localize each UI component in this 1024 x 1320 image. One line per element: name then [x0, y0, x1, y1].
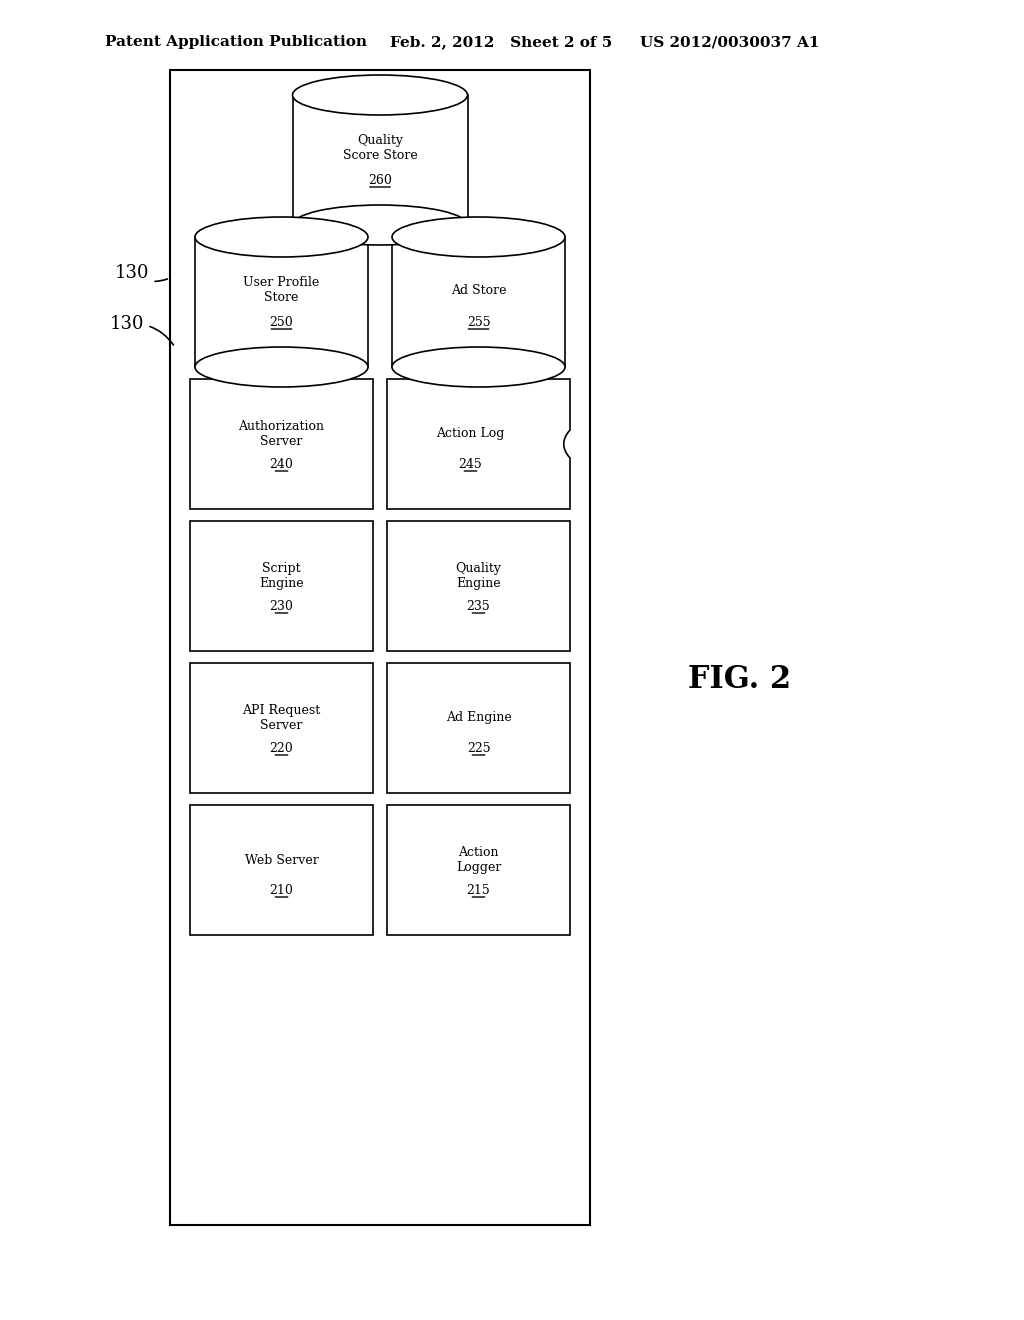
FancyBboxPatch shape [190, 379, 373, 510]
Text: 240: 240 [269, 458, 294, 470]
Text: FIG. 2: FIG. 2 [688, 664, 792, 696]
Text: 230: 230 [269, 599, 294, 612]
FancyBboxPatch shape [190, 805, 373, 935]
Text: 255: 255 [467, 315, 490, 329]
Text: Quality
Score Store: Quality Score Store [343, 135, 418, 162]
Polygon shape [392, 238, 565, 367]
Polygon shape [293, 95, 468, 224]
FancyBboxPatch shape [190, 521, 373, 651]
Text: 130: 130 [110, 315, 173, 345]
Text: Authorization
Server: Authorization Server [239, 420, 325, 447]
FancyBboxPatch shape [190, 663, 373, 793]
Polygon shape [195, 238, 368, 367]
Text: 250: 250 [269, 315, 293, 329]
Ellipse shape [195, 216, 368, 257]
Text: Ad Store: Ad Store [451, 284, 506, 297]
Text: Action Log: Action Log [436, 428, 505, 441]
Text: 260: 260 [368, 173, 392, 186]
Text: 215: 215 [467, 883, 490, 896]
Ellipse shape [293, 75, 468, 115]
Text: 130: 130 [115, 264, 167, 282]
Text: Feb. 2, 2012   Sheet 2 of 5: Feb. 2, 2012 Sheet 2 of 5 [390, 36, 612, 49]
FancyBboxPatch shape [387, 805, 570, 935]
Ellipse shape [195, 347, 368, 387]
Ellipse shape [293, 205, 468, 246]
Ellipse shape [392, 216, 565, 257]
Text: Action
Logger: Action Logger [456, 846, 501, 874]
FancyBboxPatch shape [387, 521, 570, 651]
Text: Ad Engine: Ad Engine [445, 711, 511, 725]
Text: User Profile
Store: User Profile Store [244, 276, 319, 304]
Text: 210: 210 [269, 883, 294, 896]
Text: Script
Engine: Script Engine [259, 562, 304, 590]
Text: Patent Application Publication: Patent Application Publication [105, 36, 367, 49]
Text: 245: 245 [459, 458, 482, 470]
Text: 225: 225 [467, 742, 490, 755]
Text: Quality
Engine: Quality Engine [456, 562, 502, 590]
Ellipse shape [392, 347, 565, 387]
PathPatch shape [387, 379, 570, 510]
Text: US 2012/0030037 A1: US 2012/0030037 A1 [640, 36, 819, 49]
FancyBboxPatch shape [170, 70, 590, 1225]
Text: 220: 220 [269, 742, 293, 755]
Text: API Request
Server: API Request Server [243, 704, 321, 733]
FancyBboxPatch shape [387, 663, 570, 793]
Text: Web Server: Web Server [245, 854, 318, 866]
Text: 235: 235 [467, 599, 490, 612]
